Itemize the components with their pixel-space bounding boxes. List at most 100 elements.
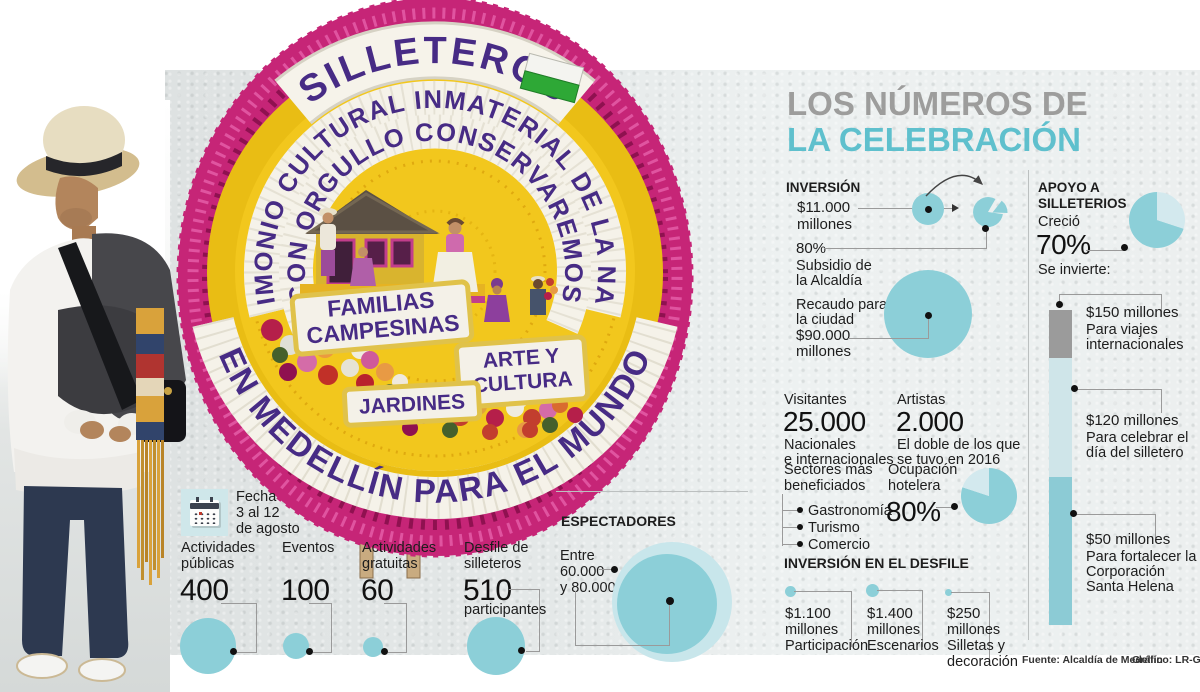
leader-dot	[230, 648, 237, 655]
pacman-pie-80pct	[973, 197, 1008, 228]
trousers	[22, 486, 129, 658]
leader-dot	[381, 648, 388, 655]
leader-line	[1161, 294, 1162, 316]
leader-dot	[925, 312, 932, 319]
subsidio-label: la Alcaldía	[796, 273, 863, 289]
svg-text:ARTE Y: ARTE Y	[482, 344, 560, 372]
desfile-item-label: decoración	[947, 654, 1018, 670]
hand	[109, 426, 131, 442]
leader-line	[575, 591, 576, 645]
hat-icon	[16, 106, 140, 197]
leader-line	[331, 603, 332, 653]
banner-jardines: JARDINES	[341, 380, 483, 428]
antioquia-flag	[519, 52, 585, 104]
leader-dot	[666, 597, 674, 605]
apoyo-item-label: Para viajes	[1086, 322, 1158, 338]
leader-line	[221, 603, 257, 604]
shoulder-strap	[58, 242, 142, 410]
bracket-line	[782, 510, 797, 511]
leader-line	[575, 645, 670, 646]
woven-strap-tassels	[136, 308, 164, 585]
leader-line	[851, 591, 852, 647]
stat-label: Eventos	[282, 540, 335, 556]
beard-shading	[60, 208, 92, 228]
stat-value: 400	[180, 574, 229, 607]
espectadores-value: y 80.000	[560, 580, 616, 596]
svg-text:JARDINES: JARDINES	[358, 390, 465, 419]
sector-item: Comercio	[808, 537, 871, 553]
visitantes-sub: Nacionales	[784, 437, 856, 453]
silleta-wreath-photo: EN MEDELLÍN PARA EL MUNDO PATRIMONIO CUL…	[160, 0, 694, 579]
desfile-dot	[866, 584, 879, 597]
bracket-line	[782, 527, 797, 528]
source-credit: Fuente: Alcaldía de Medellín	[1022, 654, 1163, 666]
apoyo-item-value: $150 millones	[1086, 304, 1179, 321]
leader-line	[1075, 389, 1162, 390]
artistas-value: 2.000	[896, 406, 964, 437]
artistas-sub: El doble de los que	[897, 437, 1021, 453]
leader-line	[1161, 389, 1162, 413]
apoyo-pie-70pct	[1128, 192, 1185, 248]
bar-segment-dia	[1049, 358, 1072, 477]
stat-label: Actividades	[181, 540, 256, 556]
apoyo-crecio-label: Creció	[1038, 214, 1080, 230]
hand	[80, 421, 104, 439]
leader-dot	[951, 503, 958, 510]
sectores-header: Sectores más	[784, 462, 873, 478]
leader-dot	[611, 566, 618, 573]
leader-line	[313, 652, 332, 653]
recaudo-label: la ciudad	[796, 312, 855, 328]
leader-dot	[518, 647, 525, 654]
leader-line	[986, 231, 987, 249]
stat-bubble	[283, 633, 309, 659]
visitantes-value: 25.000	[783, 406, 866, 437]
banner-arte-cultura: ARTE Y CULTURA	[453, 334, 591, 410]
leader-line	[794, 591, 852, 592]
bullet-icon	[797, 507, 803, 513]
desfile-item-unit: millones	[867, 622, 921, 638]
shoe	[16, 653, 68, 679]
inversion-amount-unit: millones	[797, 216, 853, 233]
ocupacion-header: hotelera	[888, 478, 941, 494]
leader-line	[1086, 250, 1124, 251]
arrow-icon	[952, 204, 959, 212]
inversion-amount: $11.000	[797, 199, 851, 216]
stat-label: silleteros	[464, 556, 522, 572]
bar-segment-viajes	[1049, 310, 1072, 358]
artistas-sub: se tuvo en 2016	[897, 452, 1001, 468]
leader-dot	[982, 225, 989, 232]
stat-sublabel: participantes	[464, 602, 547, 618]
calendar-icon	[181, 489, 228, 536]
subsidio-label: Subsidio de	[796, 258, 872, 274]
subsidio-pct: 80%	[796, 240, 827, 257]
stat-value: 100	[281, 574, 330, 607]
leader-line	[922, 590, 923, 647]
leader-line	[509, 589, 540, 590]
desfile-item-label: Silletas y	[947, 638, 1006, 654]
leader-line	[877, 590, 923, 591]
leader-line	[309, 603, 332, 604]
leader-line	[256, 603, 257, 653]
leader-line	[936, 507, 954, 508]
sector-item: Turismo	[808, 520, 860, 536]
apoyo-item-label: Santa Helena	[1086, 579, 1174, 595]
apoyo-item-label: internacionales	[1086, 337, 1184, 353]
fecha-label: Fecha	[236, 489, 277, 505]
recaudo-label: Recaudo para	[796, 297, 888, 313]
stat-bubble	[363, 637, 383, 657]
leader-dot	[1070, 510, 1077, 517]
leader-line	[824, 248, 987, 249]
stat-value: 510	[463, 574, 512, 607]
bracket-line	[782, 544, 797, 545]
column-divider	[1028, 170, 1029, 640]
leader-line	[388, 652, 407, 653]
leader-dot	[1071, 385, 1078, 392]
pink-flower-ring	[176, 0, 694, 558]
carriel-trim	[164, 387, 172, 395]
ocupacion-value: 80%	[886, 496, 941, 527]
bar-segment-corporacion	[1049, 477, 1072, 625]
espectadores-header: ESPECTADORES	[561, 513, 676, 529]
desfile-dot	[945, 589, 952, 596]
leader-line	[599, 569, 615, 570]
apoyo-value: 70%	[1036, 229, 1091, 260]
